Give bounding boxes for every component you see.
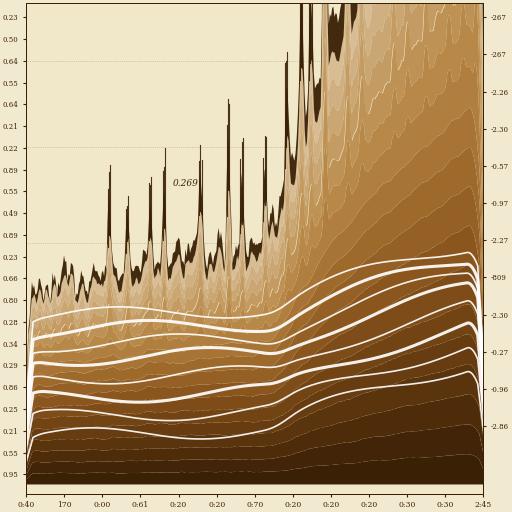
Text: 0.269: 0.269 xyxy=(173,179,198,187)
